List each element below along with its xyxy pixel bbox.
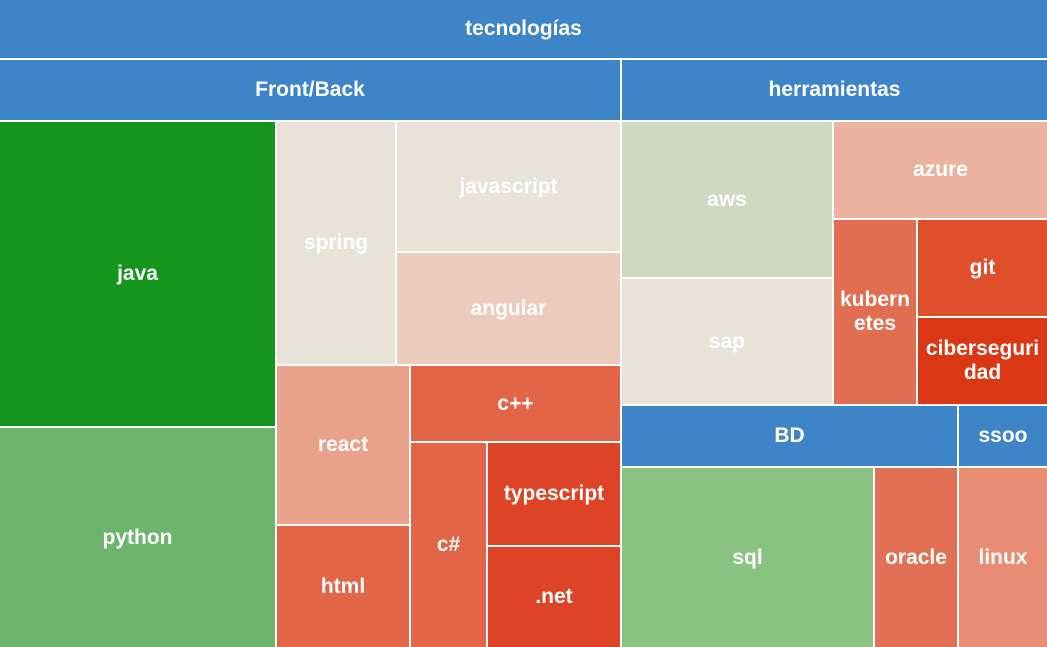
treemap-root-header[interactable]: tecnologías (0, 0, 1047, 60)
tile-label-ciberseguridad: ciberseguri dad (925, 337, 1040, 384)
tile-label-angular: angular (470, 296, 547, 320)
tile-cpp[interactable]: c++ (411, 366, 622, 443)
tile-java[interactable]: java (0, 122, 277, 428)
tile-label-oracle: oracle (885, 545, 947, 569)
tile-label-html: html (320, 574, 366, 598)
tile-javascript[interactable]: javascript (397, 122, 622, 253)
tile-label-azure: azure (913, 158, 968, 181)
tile-git[interactable]: git (918, 220, 1047, 318)
tile-azure[interactable]: azure (834, 122, 1047, 220)
tile-label-cpp: c++ (497, 391, 534, 415)
tile-label-java: java (117, 262, 158, 285)
tile-react[interactable]: react (277, 366, 411, 526)
group-header-front-back[interactable]: Front/Back (0, 60, 622, 122)
tile-typescript[interactable]: typescript (488, 443, 622, 547)
tile-label-sql: sql (732, 545, 763, 569)
tile-linux[interactable]: linux (959, 468, 1047, 647)
tile-label-git: git (969, 256, 996, 279)
tile-label-spring: spring (303, 231, 369, 254)
tile-aws[interactable]: aws (622, 122, 834, 279)
tile-label-react: react (317, 433, 369, 456)
tile-label-python: python (102, 525, 173, 549)
group-header-ssoo[interactable]: ssoo (959, 406, 1047, 468)
tile-sql[interactable]: sql (622, 468, 875, 647)
tile-kubernetes[interactable]: kubern etes (834, 220, 918, 406)
tile-label-javascript: javascript (459, 174, 558, 198)
tile-label-dotnet: .net (535, 585, 573, 608)
tile-angular[interactable]: angular (397, 253, 622, 366)
tile-html[interactable]: html (277, 526, 411, 647)
tile-spring[interactable]: spring (277, 122, 397, 366)
tile-python[interactable]: python (0, 428, 277, 647)
tile-label-typescript: typescript (503, 482, 605, 505)
tile-dotnet[interactable]: .net (488, 547, 622, 647)
tile-oracle[interactable]: oracle (875, 468, 959, 647)
tile-label-linux: linux (978, 545, 1028, 569)
group-header-herramientas[interactable]: herramientas (622, 60, 1047, 122)
tile-label-kubernetes: kubern etes (839, 288, 910, 335)
group-header-bd[interactable]: BD (622, 406, 959, 468)
tile-ciberseguridad[interactable]: ciberseguri dad (918, 318, 1047, 406)
tile-label-csharp: c# (436, 533, 461, 556)
tile-label-sap: sap (708, 329, 746, 353)
tile-sap[interactable]: sap (622, 279, 834, 406)
tile-csharp[interactable]: c# (411, 443, 488, 647)
tile-label-aws: aws (707, 187, 747, 211)
